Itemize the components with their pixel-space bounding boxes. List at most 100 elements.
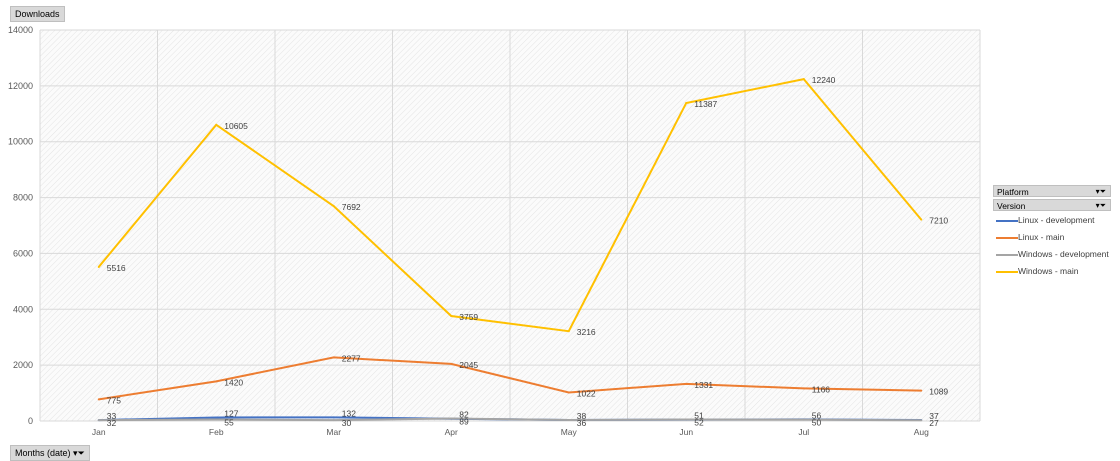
data-label: 36 [577,418,587,428]
axis-field-label: Months (date) [15,448,71,458]
x-axis: Jan Feb Mar Apr May Jun Jul Aug [92,427,929,437]
data-point [450,315,453,318]
data-label: 2045 [459,360,478,370]
legend-filter-version-label: Version [997,201,1026,211]
data-label: 50 [812,418,822,428]
legend-filter-version[interactable]: Version ▾⏷ [993,199,1111,211]
x-tick-label: Apr [445,427,458,437]
y-tick-label: 14000 [8,25,33,35]
data-point [802,418,805,421]
data-point [802,78,805,81]
data-point [450,417,453,420]
data-point [567,418,570,421]
data-point [215,418,218,421]
data-label: 89 [459,417,469,427]
data-label: 1166 [812,384,831,394]
data-point [920,218,923,221]
legend-swatch [996,254,1018,256]
data-point [920,419,923,422]
data-label: 33 [107,411,117,421]
legend-swatch [996,220,1018,222]
x-tick-label: Jan [92,427,106,437]
y-tick-label: 2000 [13,360,33,370]
axis-field-button[interactable]: Months (date) ▾⏷ [10,445,90,461]
data-label: 3759 [459,312,478,322]
y-tick-label: 10000 [8,137,33,147]
legend-label: Windows - main [1018,266,1079,276]
data-point [332,205,335,208]
data-label: 1331 [694,380,713,390]
data-point [97,398,100,401]
data-label: 32 [107,418,117,428]
data-point [332,356,335,359]
y-tick-label: 12000 [8,81,33,91]
data-point [450,362,453,365]
dropdown-filter-icon[interactable]: ▾⏷ [73,448,85,458]
filter-dropdown-icon[interactable]: ▾⏷ [1095,201,1106,210]
data-label: 55 [224,417,234,427]
data-label: 52 [694,418,704,428]
y-tick-label: 8000 [13,193,33,203]
legend-swatch [996,271,1018,273]
data-point [685,418,688,421]
data-point [685,382,688,385]
legend-label: Linux - main [1018,232,1065,242]
data-label: 56 [812,410,822,420]
data-label: 132 [342,408,356,418]
data-label: 7210 [929,216,948,226]
data-point [332,419,335,422]
data-label: 3216 [577,327,596,337]
legend-filter-platform[interactable]: Platform ▾⏷ [993,185,1111,197]
data-labels: 33 127 132 82 38 51 56 37 775 1420 2277 2045 1022 133… [107,75,949,428]
x-tick-label: Jul [798,427,809,437]
data-label: 12240 [812,75,836,85]
data-label: 11387 [694,99,717,109]
value-field-button[interactable]: Downloads [10,6,65,22]
data-label: 51 [694,411,704,421]
data-point [567,391,570,394]
x-tick-label: May [561,427,578,437]
legend-filter-platform-label: Platform [997,187,1029,197]
data-label: 37 [929,411,939,421]
legend-label: Linux - development [1018,215,1095,225]
data-label: 38 [577,411,587,421]
data-label: 127 [224,408,238,418]
data-label: 7692 [342,202,361,212]
data-point [802,387,805,390]
filter-dropdown-icon[interactable]: ▾⏷ [1095,187,1106,196]
data-point [215,416,218,419]
data-point [332,416,335,419]
gridlines [39,29,981,422]
y-tick-label: 0 [28,416,33,426]
data-label: 27 [929,418,939,428]
data-point [215,380,218,383]
data-label: 1420 [224,377,243,387]
data-label: 1022 [577,388,596,398]
y-tick-label: 6000 [13,248,33,258]
data-label: 1089 [929,387,948,397]
data-point [920,389,923,392]
data-point [685,101,688,104]
x-tick-label: Aug [914,427,929,437]
series-line [98,356,922,401]
series-lines [97,78,923,422]
data-label: 5516 [107,263,126,273]
data-label: 775 [107,395,121,405]
data-point [567,330,570,333]
x-tick-label: Feb [209,427,224,437]
x-tick-label: Mar [326,427,341,437]
series-line [97,78,923,333]
series-line [98,417,922,422]
data-point [97,419,100,422]
x-tick-label: Jun [679,427,693,437]
y-axis: 0 2000 4000 6000 8000 10000 12000 14000 [8,25,33,426]
data-point [97,265,100,268]
data-point [215,123,218,126]
data-label: 10605 [224,121,248,131]
legend-label: Windows - development [1018,249,1109,259]
y-tick-label: 4000 [13,304,33,314]
legend-swatch [996,237,1018,239]
data-label: 30 [342,418,352,428]
data-label: 2277 [342,353,361,363]
